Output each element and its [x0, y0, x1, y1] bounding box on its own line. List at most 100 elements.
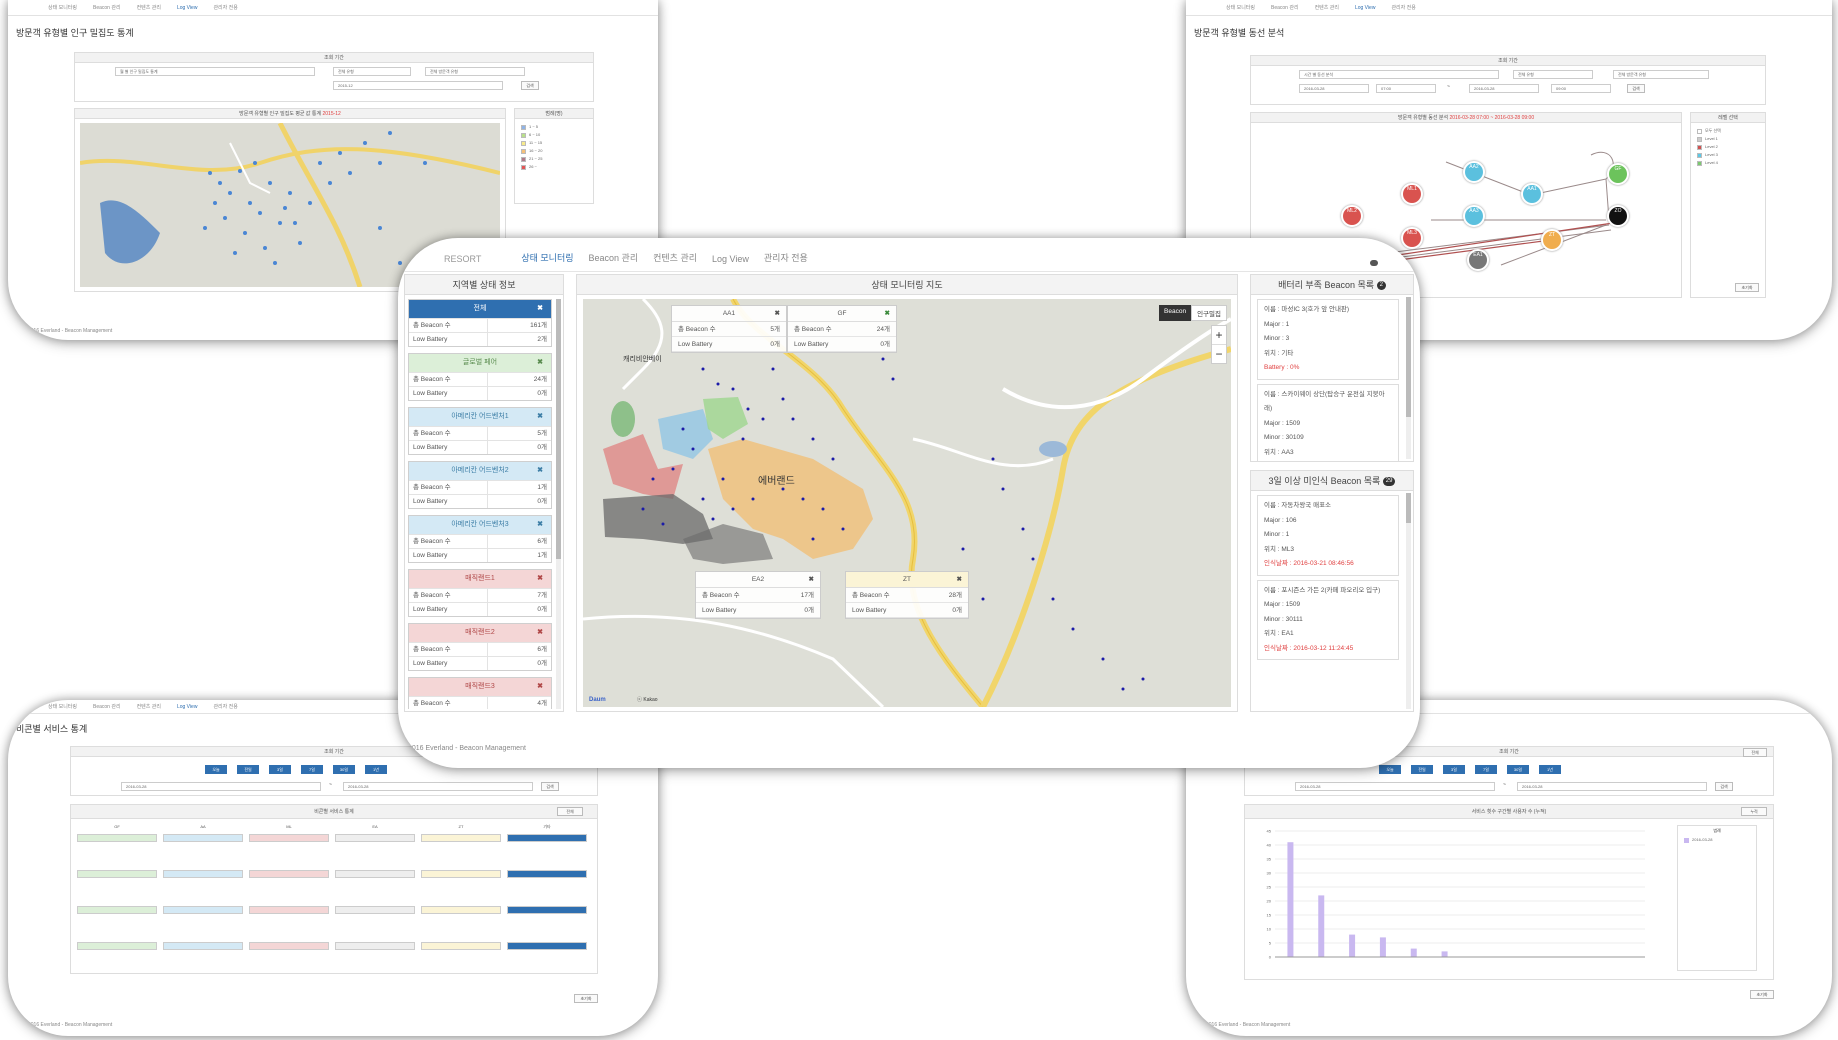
- period-button[interactable]: 오늘: [205, 765, 227, 774]
- nav-item[interactable]: 관리자 전용: [1391, 5, 1416, 11]
- nav-item[interactable]: 컨텐츠 관리: [136, 704, 161, 710]
- region-card[interactable]: 아메리칸 어드벤처3 ✖ 총 Beacon 수 6개 Low Battery 1개: [408, 515, 552, 563]
- nav-item-active[interactable]: Log View: [1354, 4, 1376, 11]
- service-cell[interactable]: [335, 834, 415, 842]
- legend-item[interactable]: 1 ~ 5: [515, 123, 593, 131]
- battery-scrollbar[interactable]: [1406, 297, 1411, 459]
- nav-log-view[interactable]: Log View: [712, 254, 749, 264]
- visitor-sub-select[interactable]: 전체 방문객 유형: [1613, 70, 1709, 79]
- visitor-sub-select[interactable]: 전체 방문객 유형: [425, 67, 525, 76]
- route-node[interactable]: ML1: [1401, 183, 1423, 205]
- beacon-mode-button[interactable]: Beacon: [1159, 305, 1192, 321]
- service-cell[interactable]: [421, 906, 501, 914]
- service-cell[interactable]: [77, 942, 157, 950]
- bar[interactable]: [1287, 842, 1294, 957]
- service-cell[interactable]: [507, 870, 587, 878]
- route-node[interactable]: ML3: [1401, 227, 1423, 249]
- service-cell[interactable]: [421, 870, 501, 878]
- nav-item[interactable]: Beacon 관리: [1271, 5, 1299, 11]
- service-cell[interactable]: [507, 834, 587, 842]
- end-date-input[interactable]: 2016-03-28: [1517, 782, 1707, 791]
- end-date-input[interactable]: 2016-03-28: [343, 782, 533, 791]
- reset-button[interactable]: 초기화: [574, 994, 598, 1003]
- region-card[interactable]: 글로벌 페어 ✖ 총 Beacon 수 24개 Low Battery 0개: [408, 353, 552, 401]
- period-button[interactable]: 1년: [365, 765, 387, 774]
- close-icon[interactable]: ✖: [537, 521, 543, 528]
- service-cell[interactable]: [507, 942, 587, 950]
- analysis-type-select[interactable]: 시간 별 동선 분석: [1299, 70, 1499, 79]
- period-button[interactable]: 1년: [1539, 765, 1561, 774]
- status-map[interactable]: 에버랜드 캐리비안베이 Daum ⓒ Kakao: [583, 299, 1231, 707]
- legend-item[interactable]: 11 ~ 15: [515, 139, 593, 147]
- nav-item[interactable]: Beacon 관리: [93, 5, 121, 11]
- nav-admin[interactable]: 관리자 전용: [763, 253, 808, 263]
- close-icon[interactable]: ✖: [884, 310, 890, 317]
- zoom-in-button[interactable]: +: [1212, 326, 1226, 345]
- chart-dropdown[interactable]: 누적: [1741, 807, 1767, 816]
- service-cell[interactable]: [335, 870, 415, 878]
- region-overlay-ea2[interactable]: EA2 ✖ 총 Beacon 수 17개 Low Battery 0개: [695, 571, 821, 619]
- service-cell[interactable]: [163, 942, 243, 950]
- nav-item[interactable]: 상태 모니터링: [48, 5, 77, 11]
- close-icon[interactable]: ✖: [537, 305, 543, 312]
- service-cell[interactable]: [249, 870, 329, 878]
- region-card[interactable]: 아메리칸 어드벤처2 ✖ 총 Beacon 수 1개 Low Battery 0개: [408, 461, 552, 509]
- close-icon[interactable]: ✖: [537, 413, 543, 420]
- search-button[interactable]: 검색: [1715, 782, 1733, 791]
- period-button[interactable]: 30일: [1507, 765, 1529, 774]
- service-cell[interactable]: [249, 834, 329, 842]
- bar[interactable]: [1318, 895, 1325, 957]
- legend-item[interactable]: 2016-03-28: [1678, 836, 1756, 844]
- period-button[interactable]: 30일: [333, 765, 355, 774]
- bar[interactable]: [1349, 934, 1356, 957]
- period-button[interactable]: 7일: [301, 765, 323, 774]
- density-mode-button[interactable]: 인구밀집: [1191, 305, 1227, 321]
- beacon-card[interactable]: 이름 : 자동차왕국 매표소 Major : 106 Minor : 1 위치 : M…: [1257, 495, 1399, 576]
- search-button[interactable]: 검색: [541, 782, 559, 791]
- beacon-card[interactable]: 이름 : 스카이웨이 상단(탑승구 운전실 지붕아래) Major : 1509 M…: [1257, 383, 1399, 461]
- legend-item[interactable]: 26 ~: [515, 163, 593, 171]
- legend-item[interactable]: Level 4: [1691, 159, 1765, 167]
- nav-item[interactable]: 컨텐츠 관리: [136, 5, 161, 11]
- visitor-type-select[interactable]: 전체 유형: [333, 67, 411, 76]
- nav-status-monitoring[interactable]: 상태 모니터링: [521, 253, 574, 263]
- region-card[interactable]: 전체 ✖ 총 Beacon 수 161개 Low Battery 2개: [408, 299, 552, 347]
- nav-item[interactable]: 관리자 전용: [213, 704, 238, 710]
- route-node[interactable]: ZT: [1541, 229, 1563, 251]
- reset-button[interactable]: 초기화: [1735, 283, 1759, 292]
- legend-item[interactable]: 21 ~ 25: [515, 155, 593, 163]
- end-time-input[interactable]: 09:00: [1551, 84, 1611, 93]
- legend-item[interactable]: Level 2: [1691, 143, 1765, 151]
- service-cell[interactable]: [77, 906, 157, 914]
- service-cell[interactable]: [249, 942, 329, 950]
- service-cell[interactable]: [163, 906, 243, 914]
- route-node[interactable]: AA3: [1463, 205, 1485, 227]
- service-cell[interactable]: [163, 870, 243, 878]
- region-scrollbar[interactable]: [556, 299, 561, 709]
- region-card[interactable]: 매직랜드2 ✖ 총 Beacon 수 6개 Low Battery 0개: [408, 623, 552, 671]
- region-card[interactable]: 아메리칸 어드벤처1 ✖ 총 Beacon 수 5개 Low Battery 0개: [408, 407, 552, 455]
- route-node[interactable]: AA2: [1463, 161, 1485, 183]
- route-node[interactable]: EA1: [1467, 249, 1489, 271]
- beacon-card[interactable]: 이름 : 포시즌스 가든 2(카페 파오리오 입구) Major : 1509 Mi…: [1257, 579, 1399, 660]
- legend-item[interactable]: 16 ~ 20: [515, 147, 593, 155]
- nav-item-active[interactable]: Log View: [176, 4, 198, 11]
- close-icon[interactable]: ✖: [956, 576, 962, 583]
- nav-item[interactable]: 상태 모니터링: [48, 704, 77, 710]
- close-icon[interactable]: ✖: [537, 629, 543, 636]
- visitor-type-select[interactable]: 전체 유형: [1513, 70, 1593, 79]
- region-overlay-zt[interactable]: ZT ✖ 총 Beacon 수 28개 Low Battery 0개: [845, 571, 969, 619]
- close-icon[interactable]: ✖: [537, 359, 543, 366]
- service-cell[interactable]: [77, 834, 157, 842]
- region-overlay-aa1[interactable]: AA1 ✖ 총 Beacon 수 5개 Low Battery 0개: [671, 305, 787, 353]
- route-node[interactable]: AA1: [1521, 183, 1543, 205]
- period-button[interactable]: 전일: [237, 765, 259, 774]
- legend-item[interactable]: Level 1: [1691, 135, 1765, 143]
- start-date-input[interactable]: 2016-03-28: [1295, 782, 1495, 791]
- zoom-out-button[interactable]: −: [1215, 347, 1223, 361]
- stat-type-select[interactable]: 월 별 인구 밀집도 통계: [115, 67, 315, 76]
- nav-item[interactable]: 관리자 전용: [213, 5, 238, 11]
- close-icon[interactable]: ✖: [537, 575, 543, 582]
- close-icon[interactable]: ✖: [808, 576, 814, 583]
- service-cell[interactable]: [163, 834, 243, 842]
